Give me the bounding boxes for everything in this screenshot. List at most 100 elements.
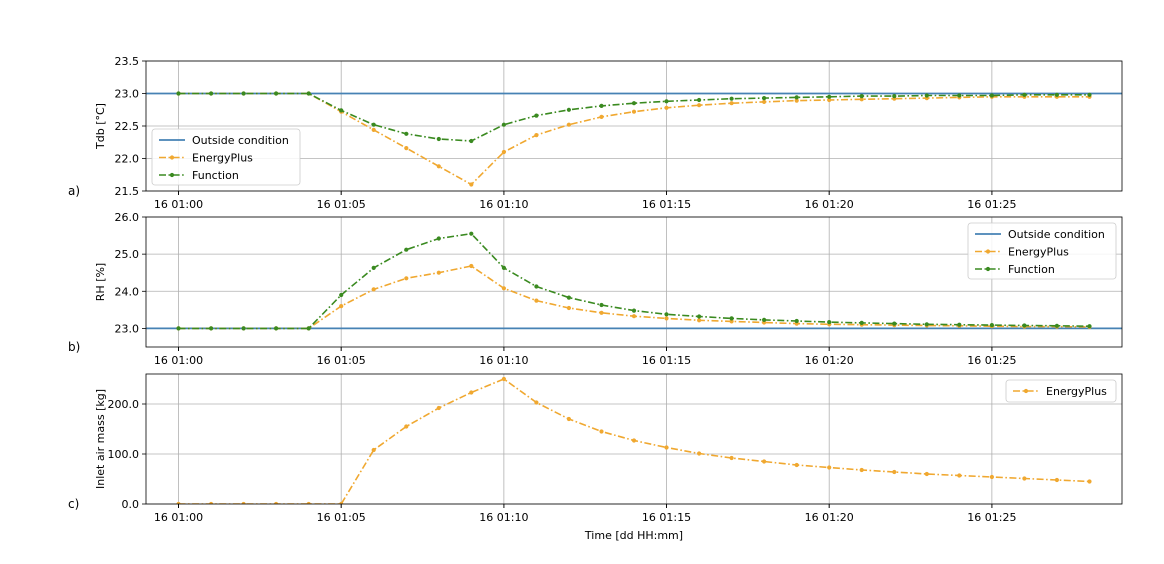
- data-point-energyplus: [534, 400, 539, 405]
- data-point-energyplus: [631, 109, 637, 114]
- y-tick-label: 100.0: [108, 448, 140, 461]
- data-point-energyplus: [371, 287, 376, 292]
- x-tick-label: 16 01:00: [154, 511, 203, 524]
- data-point-energyplus: [469, 390, 474, 395]
- data-point-energyplus: [859, 467, 864, 473]
- x-axis-label: Time [dd HH:mm]: [584, 529, 683, 542]
- legend-entry-outside-condition: Outside condition: [192, 134, 289, 147]
- data-point-function: [827, 320, 832, 325]
- data-point-function: [859, 320, 864, 325]
- y-tick-label: 200.0: [108, 398, 140, 411]
- data-point-function: [697, 314, 702, 319]
- plot-area: [176, 376, 1092, 504]
- y-tick-label: 23.0: [115, 88, 140, 101]
- data-point-energyplus: [827, 97, 832, 103]
- series-line-energyplus: [178, 265, 1090, 330]
- data-point-function: [534, 284, 539, 289]
- data-point-energyplus: [1022, 476, 1027, 481]
- data-point-function: [371, 265, 376, 270]
- legend: Outside condition EnergyPlus Function: [967, 222, 1117, 280]
- panel-rh: 23.0 24.0 25.0 26.0 16 01:00 16 01:05 16 01:10…: [68, 211, 1123, 367]
- plot-area: [146, 231, 1122, 331]
- data-point-energyplus: [176, 501, 181, 504]
- data-point-energyplus: [664, 105, 669, 110]
- legend-marker: [985, 249, 991, 254]
- data-point-energyplus: [697, 318, 702, 323]
- data-point-function: [241, 326, 246, 331]
- data-point-energyplus: [436, 164, 441, 169]
- y-axis-label: Tdb [°C]: [94, 103, 107, 150]
- series-line-energyplus: [178, 92, 1090, 186]
- legend: EnergyPlus: [1005, 379, 1117, 403]
- x-tick-label: 16 01:10: [479, 511, 528, 524]
- data-point-function: [566, 295, 572, 300]
- panel-tdb: 21.5 22.0 22.5 23.0 23.5 16 01:00 16 01:05 16 0…: [68, 55, 1123, 211]
- data-point-energyplus: [729, 101, 734, 106]
- data-point-function: [892, 321, 897, 326]
- data-point-energyplus: [241, 501, 246, 504]
- legend-marker: [169, 172, 175, 178]
- data-point-energyplus: [892, 469, 897, 475]
- data-point-function: [501, 265, 506, 270]
- data-point-energyplus: [599, 114, 604, 119]
- y-axis-label: RH [%]: [94, 263, 107, 301]
- data-point-function: [729, 316, 734, 321]
- panel-label: b): [68, 340, 80, 354]
- data-point-energyplus: [697, 451, 702, 456]
- data-point-function: [176, 91, 181, 96]
- data-point-energyplus: [1054, 477, 1059, 483]
- data-point-function: [1022, 323, 1027, 328]
- data-point-energyplus: [339, 304, 344, 309]
- data-point-energyplus: [469, 263, 474, 269]
- y-tick-label: 22.0: [115, 153, 140, 166]
- data-point-function: [306, 91, 311, 96]
- data-point-energyplus: [599, 310, 604, 315]
- data-point-function: [794, 318, 799, 324]
- data-point-function: [274, 326, 279, 331]
- data-point-energyplus: [859, 97, 864, 102]
- panel-label: c): [68, 497, 79, 511]
- data-point-function: [859, 94, 864, 99]
- data-point-function: [1022, 92, 1027, 97]
- x-tick-label: 16 01:25: [967, 511, 1016, 524]
- x-tick-label: 16 01:20: [805, 354, 854, 367]
- legend: Outside condition EnergyPlus Function: [151, 128, 301, 186]
- data-point-energyplus: [729, 455, 734, 461]
- legend-box: [151, 128, 301, 186]
- data-point-energyplus: [469, 182, 474, 187]
- data-point-function: [209, 91, 214, 96]
- legend-entry-function: Function: [1008, 263, 1055, 276]
- plot-area: [146, 91, 1122, 187]
- data-point-function: [957, 93, 962, 98]
- data-point-energyplus: [664, 445, 669, 450]
- data-point-function: [924, 93, 929, 98]
- data-point-energyplus: [762, 99, 767, 104]
- data-point-energyplus: [989, 474, 995, 480]
- x-tick-label: 16 01:10: [479, 198, 528, 211]
- x-tick-label: 16 01:05: [317, 511, 366, 524]
- data-point-function: [501, 122, 506, 127]
- data-point-function: [306, 326, 311, 331]
- data-point-function: [1054, 92, 1059, 97]
- x-tick-label: 16 01:15: [642, 511, 691, 524]
- data-point-function: [762, 96, 767, 101]
- data-point-energyplus: [501, 376, 506, 382]
- panel-label: a): [68, 184, 80, 198]
- data-point-energyplus: [827, 465, 832, 470]
- data-point-function: [631, 101, 637, 106]
- data-point-energyplus: [436, 270, 441, 275]
- data-point-energyplus: [599, 429, 604, 434]
- y-tick-label: 26.0: [115, 211, 140, 224]
- x-tick-label: 16 01:10: [479, 354, 528, 367]
- legend-entry-energyplus: EnergyPlus: [1008, 246, 1069, 259]
- data-point-function: [469, 138, 474, 144]
- data-point-energyplus: [339, 501, 344, 504]
- legend-entry-function: Function: [192, 169, 239, 182]
- data-point-function: [697, 97, 702, 103]
- y-tick-label: 23.5: [115, 55, 140, 68]
- data-point-energyplus: [1087, 479, 1092, 484]
- data-point-energyplus: [404, 424, 409, 429]
- x-tick-label: 16 01:00: [154, 354, 203, 367]
- data-point-function: [339, 292, 344, 298]
- x-tick-label: 16 01:25: [967, 198, 1016, 211]
